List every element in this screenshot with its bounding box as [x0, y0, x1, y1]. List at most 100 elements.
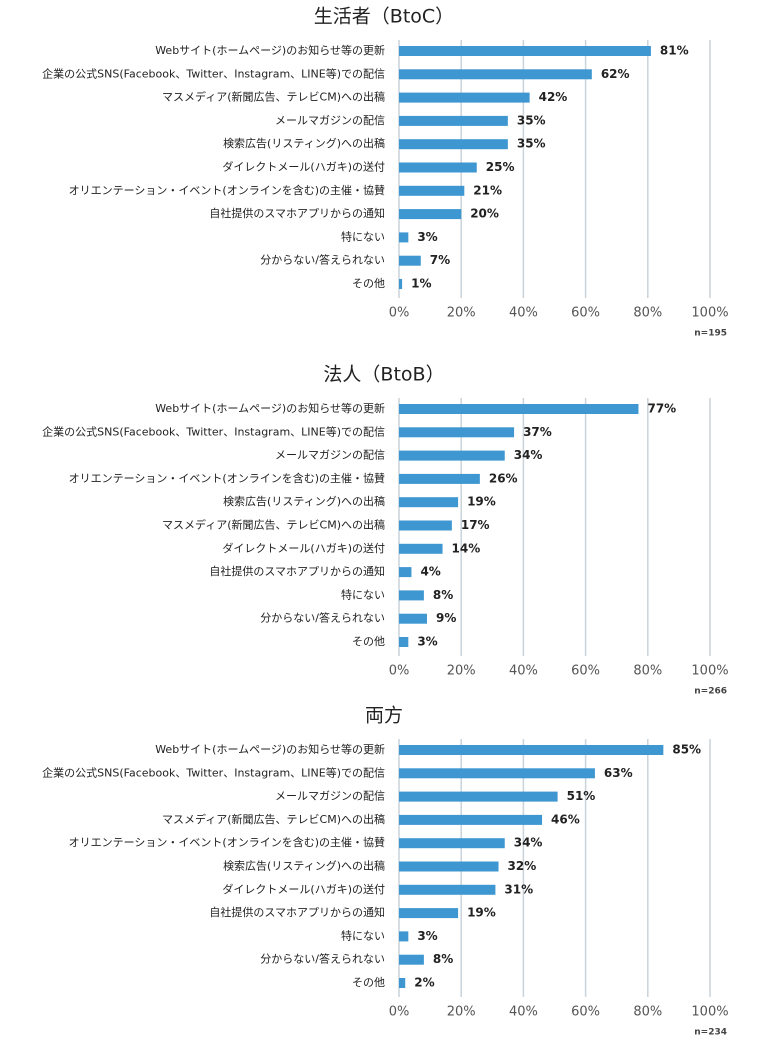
bar — [399, 814, 543, 825]
bar — [399, 497, 459, 508]
x-tick-label: 60% — [571, 664, 600, 679]
x-tick-label: 0% — [389, 306, 410, 321]
value-label: 3% — [417, 929, 437, 943]
x-tick-label: 40% — [509, 664, 538, 679]
category-label: その他 — [352, 976, 385, 989]
value-label: 42% — [539, 90, 568, 104]
chart-title: 両方 — [365, 705, 403, 727]
bar — [399, 978, 406, 988]
bar — [399, 520, 452, 531]
value-label: 7% — [430, 253, 450, 267]
value-label: 62% — [601, 67, 630, 81]
bar — [399, 567, 412, 578]
value-label: 81% — [660, 44, 689, 58]
x-tick-label: 0% — [389, 1005, 410, 1020]
category-label: 分からない/答えられない — [260, 253, 385, 267]
bar — [399, 543, 443, 554]
category-label: マスメディア(新聞広告、テレビCM)への出稿 — [162, 518, 385, 532]
bar — [399, 404, 639, 414]
value-label: 85% — [672, 743, 701, 757]
value-label: 19% — [467, 906, 496, 920]
value-label: 3% — [417, 230, 437, 244]
category-label: ダイレクトメール(ハガキ)の送付 — [222, 882, 385, 896]
category-label: 分からない/答えられない — [260, 611, 385, 625]
value-label: 20% — [470, 207, 499, 221]
category-label: 自社提供のスマホアプリからの通知 — [209, 905, 385, 919]
value-label: 8% — [433, 588, 453, 602]
value-label: 2% — [414, 976, 434, 990]
category-label: 特にない — [341, 928, 385, 942]
value-label: 51% — [567, 789, 596, 803]
value-label: 25% — [486, 160, 515, 174]
category-label: ダイレクトメール(ハガキ)の送付 — [222, 160, 385, 174]
x-tick-label: 20% — [447, 306, 476, 321]
value-label: 4% — [420, 565, 440, 579]
sample-size: n=234 — [694, 1028, 727, 1038]
category-label: 検索広告(リスティング)への出稿 — [223, 136, 385, 150]
bar — [399, 185, 465, 196]
value-label: 1% — [411, 277, 431, 291]
value-label: 9% — [436, 611, 456, 625]
bar — [399, 613, 427, 624]
x-tick-label: 60% — [571, 1005, 600, 1020]
x-tick-label: 80% — [633, 1005, 662, 1020]
x-tick-label: 40% — [509, 1005, 538, 1020]
x-tick-label: 20% — [447, 664, 476, 679]
x-tick-label: 0% — [389, 664, 410, 679]
x-tick-label: 80% — [633, 306, 662, 321]
bar — [399, 162, 477, 173]
category-label: 企業の公式SNS(Facebook、Twitter、Instagram、LINE… — [42, 66, 385, 80]
chart-title: 法人（BtoB） — [323, 364, 444, 386]
category-label: 企業の公式SNS(Facebook、Twitter、Instagram、LINE… — [42, 424, 385, 438]
x-tick-label: 40% — [509, 306, 538, 321]
category-label: 自社提供のスマホアプリからの通知 — [209, 206, 385, 220]
category-label: 企業の公式SNS(Facebook、Twitter、Instagram、LINE… — [42, 765, 385, 779]
value-label: 35% — [517, 137, 546, 151]
value-label: 8% — [433, 952, 453, 966]
category-label: 特にない — [341, 587, 385, 601]
category-label: マスメディア(新聞広告、テレビCM)への出稿 — [162, 90, 385, 104]
category-label: Webサイト(ホームページ)のお知らせ等の更新 — [155, 401, 385, 415]
category-label: Webサイト(ホームページ)のお知らせ等の更新 — [155, 43, 385, 57]
category-label: メールマガジンの配信 — [275, 114, 385, 127]
bar — [399, 861, 499, 872]
category-label: オリエンテーション・イベント(オンラインを含む)の主催・協賛 — [69, 835, 385, 849]
bar — [399, 908, 459, 919]
bar — [399, 931, 409, 942]
x-tick-label: 20% — [447, 1005, 476, 1020]
category-label: Webサイト(ホームページ)のお知らせ等の更新 — [155, 742, 385, 756]
x-tick-label: 100% — [691, 664, 728, 679]
bar — [399, 745, 664, 755]
category-label: 検索広告(リスティング)への出稿 — [223, 494, 385, 508]
value-label: 35% — [517, 113, 546, 127]
bar — [399, 768, 595, 779]
bar — [399, 279, 403, 289]
bar — [399, 92, 530, 103]
value-label: 37% — [523, 425, 552, 439]
value-label: 32% — [508, 859, 537, 873]
bar — [399, 209, 462, 220]
chart-title: 生活者（BtoC） — [314, 6, 454, 28]
bar — [399, 884, 496, 895]
sample-size: n=266 — [694, 687, 727, 697]
value-label: 31% — [504, 882, 533, 896]
x-tick-label: 60% — [571, 306, 600, 321]
category-label: メールマガジンの配信 — [275, 790, 385, 803]
category-label: マスメディア(新聞広告、テレビCM)への出稿 — [162, 812, 385, 826]
category-label: 自社提供のスマホアプリからの通知 — [209, 564, 385, 578]
x-tick-label: 80% — [633, 664, 662, 679]
x-tick-label: 100% — [691, 306, 728, 321]
bar — [399, 838, 505, 849]
value-label: 17% — [461, 518, 490, 532]
bar — [399, 115, 508, 126]
bar — [399, 590, 424, 601]
value-label: 46% — [551, 812, 580, 826]
value-label: 26% — [489, 471, 518, 485]
category-label: オリエンテーション・イベント(オンラインを含む)の主催・協賛 — [69, 183, 385, 197]
value-label: 77% — [647, 402, 676, 416]
value-label: 34% — [514, 836, 543, 850]
category-label: ダイレクトメール(ハガキ)の送付 — [222, 541, 385, 555]
bar — [399, 255, 421, 266]
value-label: 3% — [417, 635, 437, 649]
